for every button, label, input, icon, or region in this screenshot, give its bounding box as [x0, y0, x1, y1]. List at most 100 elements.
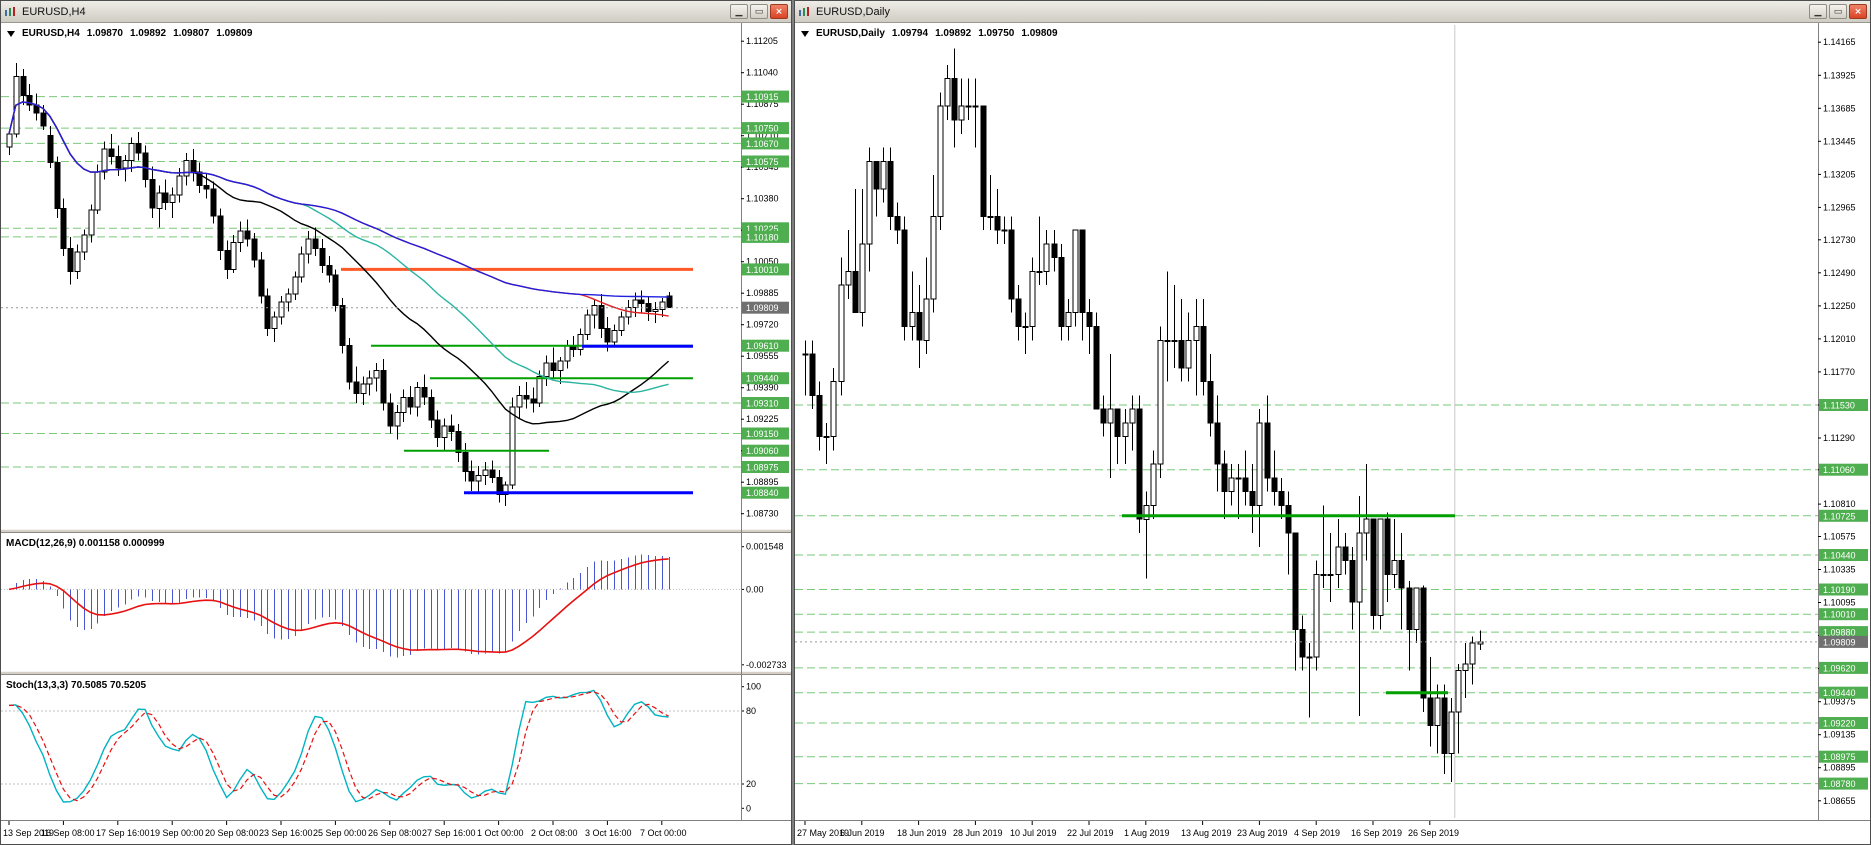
svg-text:1.08840: 1.08840	[746, 488, 779, 498]
svg-text:1.12010: 1.12010	[1823, 334, 1856, 344]
svg-text:1.09809: 1.09809	[1823, 637, 1856, 647]
svg-text:1.09150: 1.09150	[746, 429, 779, 439]
svg-text:1.09555: 1.09555	[746, 351, 779, 361]
svg-text:1.10575: 1.10575	[1823, 532, 1856, 542]
svg-text:23 Aug 2019: 23 Aug 2019	[1237, 828, 1288, 838]
svg-text:4 Sep 2019: 4 Sep 2019	[1294, 828, 1340, 838]
price-axis: 1.14165 1.13925 1.13685 1.13445 1.13205 1.129…	[1818, 23, 1856, 820]
chart-icon[interactable]	[4, 6, 17, 17]
svg-text:1.09135: 1.09135	[1823, 730, 1856, 740]
macd-signal-line	[8, 558, 669, 654]
svg-text:20: 20	[746, 779, 756, 789]
svg-text:0: 0	[746, 803, 751, 813]
svg-text:1.09375: 1.09375	[1823, 697, 1856, 707]
h4-chart-svg[interactable]: 0.001548 0.00 -0.002733 MACD(12,26,9) 0.001…	[1, 23, 791, 844]
svg-text:100: 100	[746, 682, 761, 692]
restore-button[interactable]: ▭	[1829, 4, 1847, 19]
chart-window-eurusd-daily: EURUSD,Daily ▁ ▭ × EURUSD,Daily 1.09794 …	[794, 0, 1871, 845]
ohlc-high: 1.09892	[129, 28, 167, 39]
svg-text:1.09060: 1.09060	[746, 446, 779, 456]
daily-window-titlebar[interactable]: EURUSD,Daily ▁ ▭ ×	[795, 1, 1870, 23]
svg-text:1.11290: 1.11290	[1823, 433, 1855, 443]
svg-text:0.00: 0.00	[746, 584, 764, 594]
macd-histogram	[16, 554, 670, 658]
svg-text:-0.002733: -0.002733	[746, 660, 787, 670]
svg-text:6 Jun 2019: 6 Jun 2019	[840, 828, 885, 838]
svg-text:28 Jun 2019: 28 Jun 2019	[953, 828, 1003, 838]
ohlc-open: 1.09870	[86, 28, 123, 39]
svg-text:1.09220: 1.09220	[1823, 719, 1856, 729]
svg-text:1.10010: 1.10010	[1823, 610, 1856, 620]
chart-icon[interactable]	[798, 6, 811, 17]
svg-text:19 Sep 00:00: 19 Sep 00:00	[150, 828, 204, 838]
price-level-badges: 1.11530 1.11060 1.10725 1.10440 1.10190 1.100…	[1819, 399, 1868, 790]
svg-text:1.09440: 1.09440	[746, 374, 779, 384]
svg-text:27 May 2019: 27 May 2019	[797, 828, 849, 838]
svg-text:1.09440: 1.09440	[1823, 688, 1856, 698]
svg-text:1.10750: 1.10750	[746, 124, 779, 134]
svg-text:1.10010: 1.10010	[746, 265, 779, 275]
svg-text:1.09809: 1.09809	[746, 303, 779, 313]
close-button[interactable]: ×	[1849, 4, 1867, 19]
daily-chart-area[interactable]: EURUSD,Daily 1.09794 1.09892 1.09750 1.0…	[795, 23, 1870, 844]
svg-text:1.10190: 1.10190	[1823, 585, 1856, 595]
svg-text:1.11770: 1.11770	[1823, 367, 1855, 377]
current-price-badge	[1819, 635, 1868, 648]
candles	[802, 48, 1484, 783]
svg-text:16 Sep 08:00: 16 Sep 08:00	[41, 828, 95, 838]
svg-text:23 Sep 16:00: 23 Sep 16:00	[259, 828, 313, 838]
price-axis: 1.112051.110401.108751.107101.105451.103…	[741, 23, 779, 820]
svg-text:1.09610: 1.09610	[746, 341, 779, 351]
svg-text:1.10225: 1.10225	[746, 224, 779, 234]
restore-button[interactable]: ▭	[750, 4, 768, 19]
candles	[6, 63, 673, 507]
ohlc-header: EURUSD,H4 1.09870 1.09892 1.09807 1.0980…	[7, 28, 252, 39]
svg-text:2 Oct 08:00: 2 Oct 08:00	[531, 828, 578, 838]
chart-window-eurusd-h4: EURUSD,H4 ▁ ▭ × EURUSD,H4 1.09870 1.0989…	[0, 0, 792, 845]
svg-text:1.12730: 1.12730	[1823, 235, 1856, 245]
svg-text:7 Oct 00:00: 7 Oct 00:00	[640, 828, 687, 838]
svg-text:1.08730: 1.08730	[746, 509, 779, 519]
svg-text:1.10050: 1.10050	[746, 257, 779, 267]
svg-text:1.09620: 1.09620	[1823, 663, 1856, 673]
svg-text:1.14165: 1.14165	[1823, 37, 1856, 47]
svg-text:13 Aug 2019: 13 Aug 2019	[1181, 828, 1232, 838]
svg-text:16 Sep 2019: 16 Sep 2019	[1351, 828, 1402, 838]
svg-text:3 Oct 16:00: 3 Oct 16:00	[585, 828, 632, 838]
svg-text:1.09880: 1.09880	[1823, 628, 1856, 638]
svg-text:1.09390: 1.09390	[746, 383, 779, 393]
svg-text:0.001548: 0.001548	[746, 542, 784, 552]
svg-text:1.08780: 1.08780	[1823, 779, 1856, 789]
daily-chart-svg[interactable]: 1.14165 1.13925 1.13685 1.13445 1.13205 1.129…	[795, 23, 1870, 844]
svg-text:13 Sep 2019: 13 Sep 2019	[3, 828, 54, 838]
svg-text:80: 80	[746, 706, 756, 716]
svg-text:1.10875: 1.10875	[746, 99, 779, 109]
h4-window-titlebar[interactable]: EURUSD,H4 ▁ ▭ ×	[1, 1, 791, 23]
svg-text:1.10440: 1.10440	[1823, 551, 1856, 561]
h4-chart-canvas[interactable]: 0.001548 0.00 -0.002733 MACD(12,26,9) 0.001…	[1, 23, 791, 844]
minimize-button[interactable]: ▁	[730, 4, 748, 19]
svg-text:26 Sep 08:00: 26 Sep 08:00	[368, 828, 422, 838]
svg-text:1.10575: 1.10575	[746, 157, 779, 167]
svg-text:1.10380: 1.10380	[746, 194, 779, 204]
svg-text:1.12250: 1.12250	[1823, 301, 1856, 311]
close-button[interactable]: ×	[770, 4, 788, 19]
ohlc-symbol: EURUSD,H4	[22, 28, 80, 39]
daily-chart-canvas[interactable]: 1.14165 1.13925 1.13685 1.13445 1.13205 1.129…	[795, 23, 1870, 844]
svg-text:17 Sep 16:00: 17 Sep 16:00	[96, 828, 150, 838]
svg-text:26 Sep 2019: 26 Sep 2019	[1408, 828, 1459, 838]
minimize-button[interactable]: ▁	[1809, 4, 1827, 19]
svg-text:20 Sep 08:00: 20 Sep 08:00	[205, 828, 259, 838]
h4-chart-area[interactable]: EURUSD,H4 1.09870 1.09892 1.09807 1.0980…	[1, 23, 791, 844]
svg-text:18 Jun 2019: 18 Jun 2019	[897, 828, 947, 838]
svg-text:22 Jul 2019: 22 Jul 2019	[1067, 828, 1114, 838]
ohlc-symbol: EURUSD,Daily	[816, 28, 885, 39]
svg-text:1.08895: 1.08895	[1823, 763, 1856, 773]
svg-text:1 Oct 00:00: 1 Oct 00:00	[477, 828, 524, 838]
ohlc-header: EURUSD,Daily 1.09794 1.09892 1.09750 1.0…	[801, 28, 1058, 39]
svg-text:1.08655: 1.08655	[1823, 796, 1856, 806]
price-level-badges: 1.10915 1.10750 1.10670 1.10575 1.102251.101…	[742, 90, 789, 499]
svg-text:1.08975: 1.08975	[746, 463, 779, 473]
ohlc-close: 1.09809	[216, 28, 253, 39]
